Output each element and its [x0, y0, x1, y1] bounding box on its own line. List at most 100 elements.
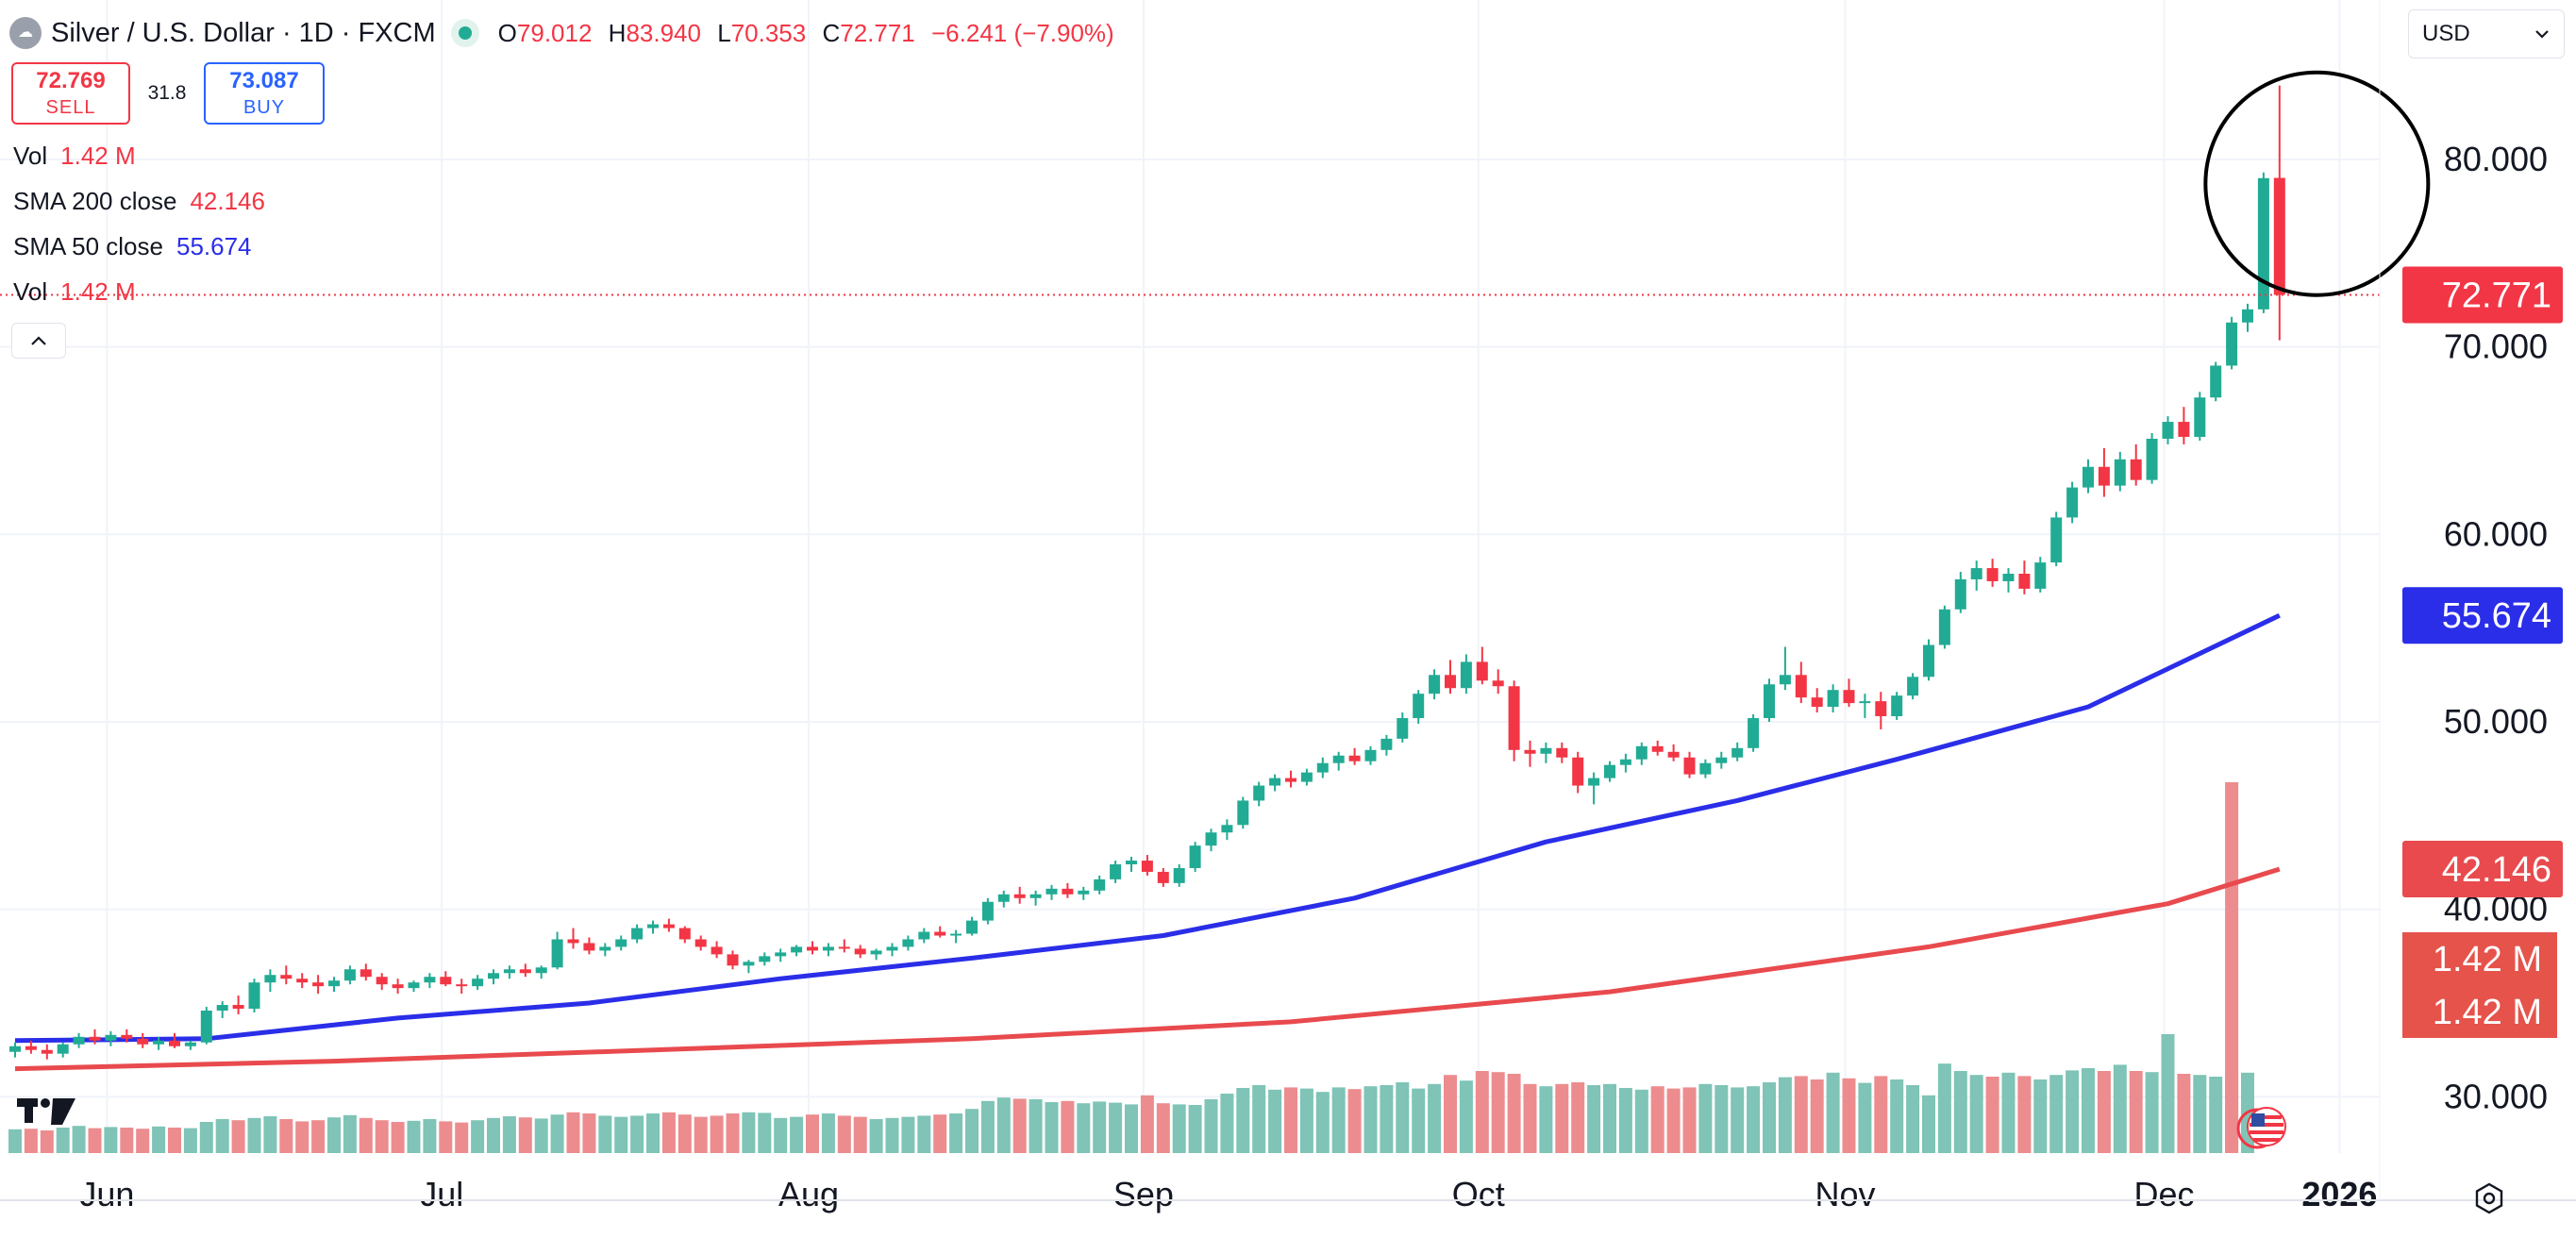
candle-body — [519, 969, 531, 974]
candle-body — [392, 984, 404, 989]
candle-body — [583, 943, 595, 951]
volume-bar — [901, 1116, 915, 1153]
annotation-circle — [2203, 70, 2431, 297]
volume-bar — [1890, 1079, 1904, 1153]
volume-bar — [1380, 1085, 1394, 1153]
candle-body — [2226, 322, 2238, 366]
candle-body — [1316, 762, 1329, 773]
candle-body — [1588, 778, 1600, 786]
volume-bar — [2177, 1074, 2191, 1153]
candle-body — [711, 946, 723, 955]
volume-bar — [471, 1120, 485, 1153]
candle-body — [1157, 871, 1169, 883]
volume-bar — [630, 1115, 644, 1153]
candle-body — [1907, 677, 1919, 696]
candle-body — [408, 982, 420, 989]
candle-body — [1189, 845, 1201, 868]
candle-body — [440, 977, 452, 985]
y-tick-label: 80.000 — [2444, 140, 2548, 178]
candle-body — [216, 1005, 228, 1011]
candle-body — [966, 920, 978, 934]
candle-body — [1938, 609, 1950, 645]
candle-body — [1013, 894, 1026, 898]
candle-body — [1699, 762, 1712, 775]
volume-bar — [837, 1115, 851, 1153]
volume-bar — [1555, 1083, 1569, 1153]
volume-bar — [1810, 1079, 1824, 1153]
volume-bar — [710, 1115, 724, 1153]
volume-bar — [1363, 1086, 1378, 1153]
volume-bar — [1188, 1105, 1202, 1153]
candle-body — [2114, 459, 2126, 486]
volume-label-bg — [2402, 932, 2557, 985]
volume-bar — [1571, 1082, 1585, 1153]
volume-bar — [1331, 1087, 1346, 1153]
volume-bar — [1475, 1071, 1489, 1153]
indicator-sma-50[interactable]: SMA 50 close 55.674 — [13, 232, 252, 260]
candle-body — [2066, 487, 2079, 518]
volume-bar — [2066, 1070, 2080, 1153]
candle-body — [1619, 759, 1631, 765]
us-flag-icon[interactable] — [2234, 1106, 2291, 1156]
settings-icon[interactable] — [2472, 1181, 2506, 1220]
tradingview-logo-icon[interactable] — [17, 1096, 77, 1133]
volume-bar — [407, 1120, 421, 1153]
candle-body — [694, 939, 707, 947]
volume-bar — [1428, 1083, 1442, 1153]
volume-bar — [215, 1119, 229, 1153]
candle-body — [678, 928, 691, 940]
candle-body — [376, 977, 388, 985]
candle-body — [997, 894, 1010, 902]
volume-bar — [582, 1113, 596, 1153]
volume-bar — [1715, 1085, 1729, 1153]
candle-body — [902, 939, 914, 947]
currency-select[interactable]: USD — [2408, 9, 2565, 59]
buy-button[interactable]: 73.087 BUY — [204, 62, 325, 125]
volume-bar — [1763, 1082, 1776, 1153]
volume-bar — [1109, 1102, 1123, 1153]
indicator-vol-2[interactable]: Vol 1.42 M — [13, 277, 136, 306]
candle-body — [1364, 749, 1377, 761]
volume-bar — [774, 1117, 788, 1153]
candle-body — [1380, 738, 1393, 750]
volume-bar — [2049, 1075, 2064, 1153]
indicator-vol[interactable]: Vol 1.42 M — [13, 142, 136, 170]
collapse-legend-button[interactable] — [11, 323, 66, 359]
volume-bar — [311, 1120, 326, 1153]
volume-bar — [1284, 1087, 1297, 1153]
y-tick-label: 50.000 — [2444, 702, 2548, 741]
volume-bar — [279, 1119, 293, 1153]
candle-body — [1508, 686, 1520, 750]
candle-body — [1859, 701, 1871, 704]
volume-bar — [1396, 1082, 1410, 1153]
candle-body — [1332, 755, 1345, 763]
candle-body — [2210, 365, 2222, 398]
volume-bar — [1204, 1099, 1218, 1153]
volume-bar — [550, 1114, 564, 1153]
volume-bar — [1634, 1089, 1648, 1153]
volume-bar — [327, 1117, 341, 1153]
candle-body — [1141, 861, 1153, 872]
volume-bar — [518, 1117, 532, 1153]
volume-bar — [885, 1117, 899, 1153]
volume-bar — [1045, 1102, 1059, 1153]
candle-body — [1923, 644, 1934, 678]
sell-price: 72.769 — [36, 68, 106, 93]
volume-label: 1.42 M — [2433, 940, 2542, 979]
candle-body — [1460, 661, 1472, 689]
candle-body — [1253, 785, 1265, 801]
candle-body — [822, 946, 834, 951]
sell-button[interactable]: 72.769 SELL — [11, 62, 130, 125]
indicator-sma-200[interactable]: SMA 200 close 42.146 — [13, 187, 265, 215]
market-status-icon[interactable] — [450, 19, 479, 47]
candle-body — [169, 1040, 180, 1046]
volume-bar — [136, 1129, 150, 1153]
volume-bar — [1412, 1088, 1426, 1153]
volume-bar — [1922, 1095, 1935, 1153]
volume-bar — [2082, 1068, 2095, 1153]
volume-bar — [1731, 1087, 1745, 1153]
candle-body — [105, 1034, 117, 1041]
volume-bar — [1747, 1086, 1761, 1153]
symbol-title[interactable]: Silver / U.S. Dollar · 1D · FXCM — [51, 17, 436, 48]
